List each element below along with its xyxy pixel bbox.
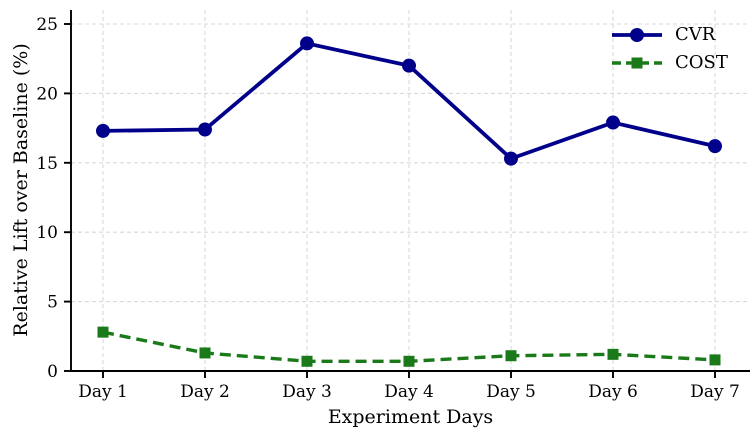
tick-marks — [64, 23, 716, 378]
x-tick-label-4: Day 4 — [384, 382, 434, 402]
y-tick-label-20: 20 — [36, 84, 58, 104]
x-tick-label-3: Day 3 — [282, 382, 332, 402]
data-point-cvr-6 — [606, 115, 620, 130]
legend-label-cost: COST — [675, 52, 728, 73]
data-point-cost-2 — [199, 347, 211, 359]
data-point-cost-3 — [301, 355, 313, 367]
series-cvr — [96, 36, 722, 166]
y-tick-label-5: 5 — [47, 293, 58, 313]
y-tick-label-25: 25 — [36, 15, 58, 35]
legend: CVR COST — [611, 22, 728, 76]
data-point-cvr-1 — [96, 123, 110, 138]
y-axis-title: Relative Lift over Baseline (%) — [10, 43, 32, 337]
data-point-cvr-5 — [504, 151, 518, 166]
data-point-cost-1 — [97, 326, 109, 338]
x-tick-label-5: Day 5 — [486, 382, 536, 402]
data-point-cvr-3 — [300, 36, 314, 51]
legend-item-cvr: CVR — [611, 22, 728, 48]
legend-label-cvr: CVR — [675, 24, 716, 45]
data-point-cvr-4 — [402, 58, 416, 73]
x-tick-label-1: Day 1 — [78, 382, 128, 402]
data-point-cost-6 — [607, 348, 619, 360]
legend-item-cost: COST — [611, 50, 728, 76]
data-point-cost-5 — [505, 350, 517, 362]
y-tick-label-15: 15 — [36, 154, 58, 174]
data-point-cost-7 — [709, 354, 721, 366]
tick-labels: 0 5 10 15 20 25 Day 1 Day 2 Day 3 Day 4 Day 5 Day 6… — [36, 15, 739, 402]
series-cost — [97, 326, 721, 367]
cost-line-marker-icon — [612, 57, 662, 69]
x-tick-label-6: Day 6 — [588, 382, 638, 402]
data-point-cost-4 — [403, 355, 415, 367]
axes-spines — [70, 10, 750, 372]
x-tick-label-7: Day 7 — [690, 382, 740, 402]
data-point-cvr-7 — [708, 139, 722, 154]
gridlines — [71, 10, 750, 371]
y-tick-label-10: 10 — [36, 223, 58, 243]
data-point-cvr-2 — [198, 122, 212, 137]
y-tick-label-0: 0 — [47, 362, 58, 382]
cvr-line-marker-icon — [612, 28, 662, 42]
x-axis-title: Experiment Days — [327, 406, 494, 428]
x-tick-label-2: Day 2 — [180, 382, 230, 402]
